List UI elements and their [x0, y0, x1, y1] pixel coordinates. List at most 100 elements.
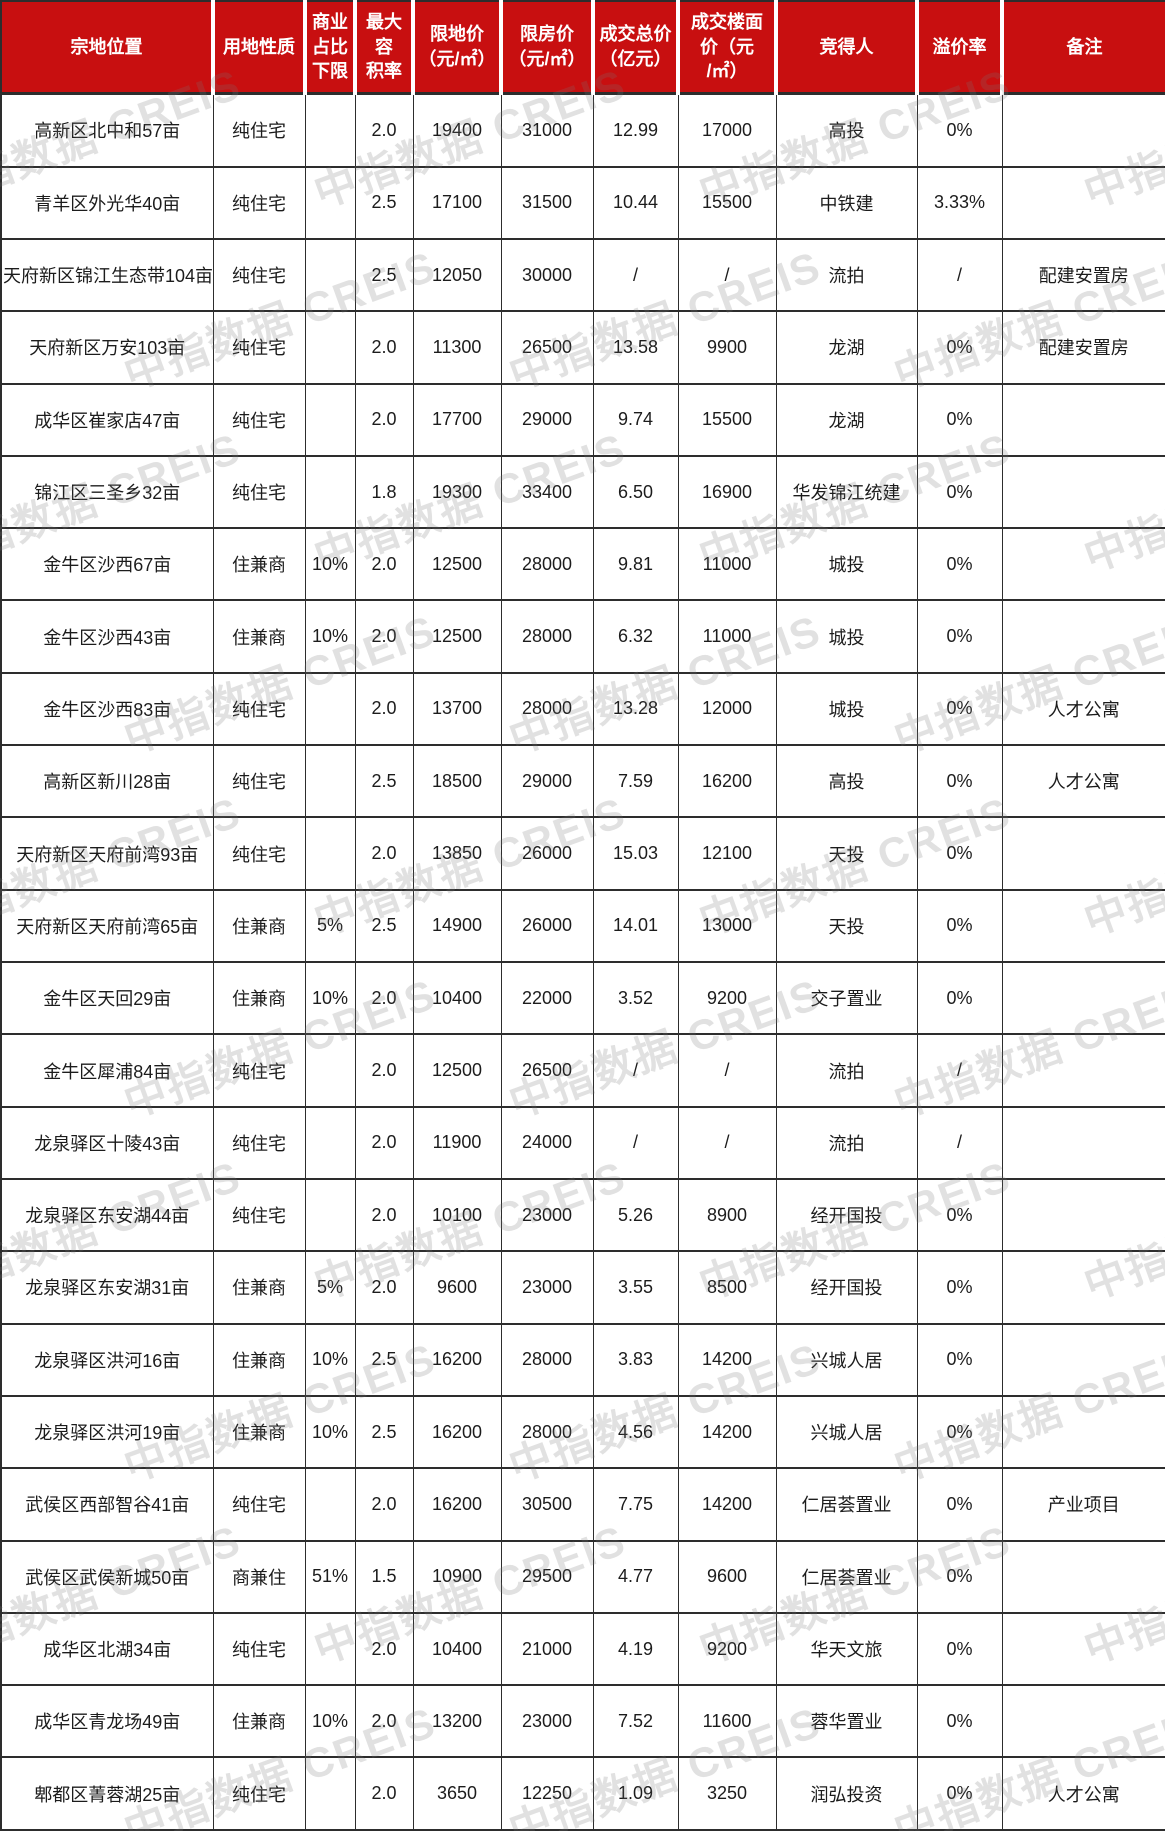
cell-16-note [1001, 1177, 1165, 1253]
cell-13-winner: 交子置业 [775, 961, 918, 1036]
cell-10-commercial_ratio_min [304, 744, 356, 819]
cell-18-house_price_cap: 28000 [500, 1322, 594, 1397]
cell-20-total_price: 7.75 [592, 1467, 679, 1542]
cell-12-total_price: 14.01 [592, 888, 679, 964]
cell-3-land_price_cap: 12050 [412, 237, 502, 313]
cell-15-house_price_cap: 24000 [500, 1105, 594, 1180]
cell-10-floor_price: 16200 [677, 744, 777, 819]
cell-21-floor_price: 9600 [677, 1539, 777, 1614]
cell-24-commercial_ratio_min [304, 1756, 356, 1831]
cell-5-max_plot_ratio: 2.0 [354, 382, 414, 457]
cell-5-location: 成华区崔家店47亩 [0, 382, 214, 457]
cell-12-location: 天府新区天府前湾65亩 [0, 888, 214, 964]
cell-13-premium_rate: 0% [916, 961, 1003, 1036]
cell-8-location: 金牛区沙西43亩 [0, 599, 214, 674]
cell-23-location: 成华区青龙场49亩 [0, 1684, 214, 1759]
cell-11-location: 天府新区天府前湾93亩 [0, 816, 214, 891]
cell-22-land_price_cap: 10400 [412, 1611, 502, 1687]
cell-7-note [1001, 527, 1165, 602]
cell-19-commercial_ratio_min: 10% [304, 1394, 356, 1470]
cell-5-commercial_ratio_min [304, 382, 356, 457]
cell-11-premium_rate: 0% [916, 816, 1003, 891]
cell-4-land_use: 纯住宅 [212, 310, 306, 385]
cell-9-land_use: 纯住宅 [212, 671, 306, 747]
cell-18-max_plot_ratio: 2.5 [354, 1322, 414, 1397]
cell-1-note [1001, 92, 1165, 168]
cell-8-commercial_ratio_min: 10% [304, 599, 356, 674]
cell-14-floor_price: / [677, 1033, 777, 1108]
cell-10-max_plot_ratio: 2.5 [354, 744, 414, 819]
cell-5-house_price_cap: 29000 [500, 382, 594, 457]
cell-19-total_price: 4.56 [592, 1394, 679, 1470]
table-row-16: 龙泉驿区东安湖44亩 纯住宅 2.0 10100 23000 5.26 8900 经开国投 0% [0, 1177, 1165, 1253]
cell-4-winner: 龙湖 [775, 310, 918, 385]
cell-9-house_price_cap: 28000 [500, 671, 594, 747]
cell-24-house_price_cap: 12250 [500, 1756, 594, 1831]
cell-21-note [1001, 1539, 1165, 1614]
cell-14-house_price_cap: 26500 [500, 1033, 594, 1108]
cell-16-commercial_ratio_min [304, 1177, 356, 1253]
cell-15-land_price_cap: 11900 [412, 1105, 502, 1180]
cell-23-note [1001, 1684, 1165, 1759]
cell-12-floor_price: 13000 [677, 888, 777, 964]
cell-15-total_price: / [592, 1105, 679, 1180]
cell-9-location: 金牛区沙西83亩 [0, 671, 214, 747]
column-header-max_plot_ratio: 最大容 积率 [355, 1, 415, 95]
cell-23-commercial_ratio_min: 10% [304, 1684, 356, 1759]
cell-4-total_price: 13.58 [592, 310, 679, 385]
cell-10-winner: 高投 [775, 744, 918, 819]
cell-15-land_use: 纯住宅 [212, 1105, 306, 1180]
cell-8-premium_rate: 0% [916, 599, 1003, 674]
table-row-5: 成华区崔家店47亩 纯住宅 2.0 17700 29000 9.74 15500 龙湖 0% [0, 382, 1165, 457]
cell-6-land_use: 纯住宅 [212, 454, 306, 530]
cell-22-note [1001, 1611, 1165, 1687]
cell-19-premium_rate: 0% [916, 1394, 1003, 1470]
cell-1-premium_rate: 0% [916, 92, 1003, 168]
cell-13-location: 金牛区天回29亩 [0, 961, 214, 1036]
cell-20-floor_price: 14200 [677, 1467, 777, 1542]
table-row-20: 武侯区西部智谷41亩 纯住宅 2.0 16200 30500 7.75 14200 仁居荟置业… [0, 1467, 1165, 1542]
cell-6-winner: 华发锦江统建 [775, 454, 918, 530]
cell-18-floor_price: 14200 [677, 1322, 777, 1397]
cell-22-house_price_cap: 21000 [500, 1611, 594, 1687]
cell-8-note [1001, 599, 1165, 674]
cell-5-land_price_cap: 17700 [412, 382, 502, 457]
cell-12-winner: 天投 [775, 888, 918, 964]
cell-1-house_price_cap: 31000 [500, 92, 594, 168]
cell-4-house_price_cap: 26500 [500, 310, 594, 385]
cell-5-land_use: 纯住宅 [212, 382, 306, 457]
cell-12-land_price_cap: 14900 [412, 888, 502, 964]
cell-19-floor_price: 14200 [677, 1394, 777, 1470]
cell-8-max_plot_ratio: 2.0 [354, 599, 414, 674]
cell-10-premium_rate: 0% [916, 744, 1003, 819]
cell-18-total_price: 3.83 [592, 1322, 679, 1397]
cell-17-house_price_cap: 23000 [500, 1250, 594, 1325]
cell-23-land_use: 住兼商 [212, 1684, 306, 1759]
cell-22-location: 成华区北湖34亩 [0, 1611, 214, 1687]
cell-3-max_plot_ratio: 2.5 [354, 237, 414, 313]
cell-3-total_price: / [592, 237, 679, 313]
cell-24-note: 人才公寓 [1001, 1756, 1165, 1831]
cell-15-note [1001, 1105, 1165, 1180]
cell-9-floor_price: 12000 [677, 671, 777, 747]
cell-8-total_price: 6.32 [592, 599, 679, 674]
cell-22-land_use: 纯住宅 [212, 1611, 306, 1687]
cell-6-note [1001, 454, 1165, 530]
column-header-winner: 竞得人 [776, 1, 919, 95]
cell-3-land_use: 纯住宅 [212, 237, 306, 313]
cell-1-floor_price: 17000 [677, 92, 777, 168]
cell-20-note: 产业项目 [1001, 1467, 1165, 1542]
cell-17-location: 龙泉驿区东安湖31亩 [0, 1250, 214, 1325]
table-row-22: 成华区北湖34亩 纯住宅 2.0 10400 21000 4.19 9200 华天文旅 0% [0, 1611, 1165, 1687]
table-row-8: 金牛区沙西43亩 住兼商 10% 2.0 12500 28000 6.32 11000 城投 0% [0, 599, 1165, 674]
cell-21-max_plot_ratio: 1.5 [354, 1539, 414, 1614]
table-row-19: 龙泉驿区洪河19亩 住兼商 10% 2.5 16200 28000 4.56 14200 兴城人… [0, 1394, 1165, 1470]
cell-8-house_price_cap: 28000 [500, 599, 594, 674]
cell-21-location: 武侯区武侯新城50亩 [0, 1539, 214, 1614]
cell-14-land_price_cap: 12500 [412, 1033, 502, 1108]
cell-11-winner: 天投 [775, 816, 918, 891]
column-header-total_price: 成交总价 （亿元） [593, 1, 680, 95]
cell-2-land_price_cap: 17100 [412, 165, 502, 240]
cell-20-premium_rate: 0% [916, 1467, 1003, 1542]
cell-23-land_price_cap: 13200 [412, 1684, 502, 1759]
